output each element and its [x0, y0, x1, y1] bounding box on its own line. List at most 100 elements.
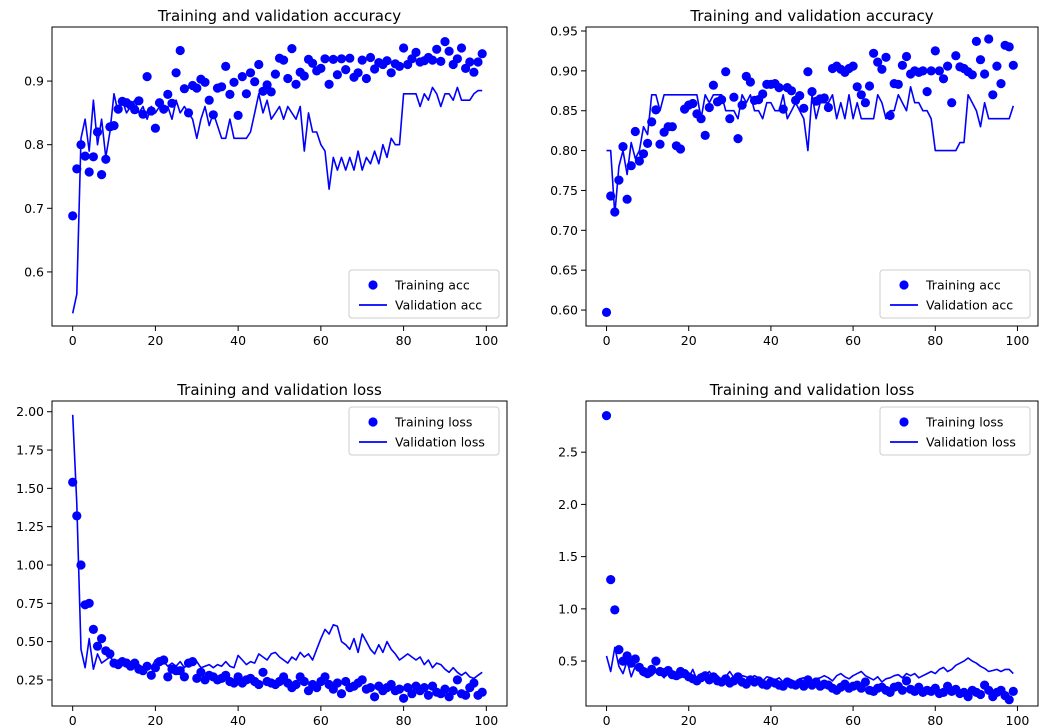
data-point [365, 52, 376, 63]
series-line-validation [606, 86, 1015, 216]
data-point [399, 693, 409, 703]
data-point [386, 68, 396, 78]
data-point [394, 684, 405, 694]
data-point [852, 82, 862, 92]
y-tick-label: 2.5 [558, 445, 578, 460]
data-point [399, 43, 409, 53]
data-point [411, 47, 421, 58]
data-point [938, 74, 949, 84]
data-point [700, 130, 710, 140]
data-point [204, 95, 214, 105]
series-line-validation [71, 86, 483, 314]
y-tick-label: 0.95 [550, 23, 578, 38]
data-point [774, 83, 784, 93]
chart-loss-right: Training and validation loss 0 20 40 60 80 10… [558, 381, 1039, 726]
data-point [614, 645, 624, 655]
data-point [688, 98, 698, 109]
data-point [150, 123, 160, 133]
data-point [745, 77, 756, 87]
legend-label: Validation acc [926, 298, 1013, 313]
data-point [287, 44, 297, 54]
y-tick-label: 0.85 [550, 103, 578, 118]
chart-accuracy-left: Training and validation accuracy 0 20 40 60… [24, 7, 508, 348]
data-point [159, 104, 169, 114]
data-point [432, 44, 442, 54]
data-point [477, 687, 487, 697]
data-point [473, 57, 483, 67]
y-tick-label: 0.25 [16, 672, 44, 687]
x-tick-label: 20 [681, 333, 697, 348]
data-point [291, 679, 301, 690]
plot-frame [585, 26, 1039, 327]
y-tick-label: 1.5 [558, 549, 578, 564]
y-tick-label: 0.65 [550, 263, 578, 278]
data-point [444, 46, 454, 56]
data-point [1008, 686, 1018, 697]
data-point [918, 66, 928, 76]
x-tick-label: 100 [1006, 333, 1030, 348]
data-point [758, 89, 768, 99]
legend-label: Validation loss [926, 435, 1016, 450]
y-tick-label: 1.00 [16, 557, 44, 572]
data-point [270, 69, 280, 79]
x-tick-label: 80 [396, 333, 412, 348]
data-point [175, 45, 185, 56]
data-point [365, 683, 376, 693]
data-point [266, 87, 276, 97]
data-point [469, 67, 479, 77]
chart-loss-left: Training and validation loss 0 20 40 60 80 10… [16, 381, 508, 726]
plot-frame [51, 26, 508, 327]
data-point [92, 641, 103, 651]
x-tick-label: 60 [313, 333, 329, 348]
data-point [142, 72, 152, 82]
x-tick-label: 60 [845, 333, 861, 348]
data-point [200, 77, 210, 87]
data-point [101, 154, 111, 164]
data-point [88, 152, 98, 162]
data-point [869, 48, 879, 58]
y-tick-label: 0.90 [550, 63, 578, 78]
data-point [423, 690, 433, 700]
data-point [477, 49, 487, 59]
data-point [675, 144, 686, 154]
data-point [897, 685, 908, 695]
data-point [630, 126, 640, 137]
chart-title: Training and validation accuracy [689, 7, 933, 25]
data-point [84, 167, 94, 177]
data-point [864, 81, 875, 91]
y-tick-label: 0.7 [24, 201, 44, 216]
data-point [68, 211, 78, 221]
data-point [930, 46, 940, 56]
data-point [345, 53, 355, 63]
x-tick-label: 20 [147, 713, 163, 726]
data-point [634, 156, 645, 166]
data-point [630, 654, 640, 664]
data-point [655, 139, 665, 149]
y-tick-label: 0.6 [24, 264, 44, 279]
data-point [237, 72, 247, 82]
data-point [357, 55, 367, 65]
data-point [299, 676, 309, 687]
data-point [1004, 42, 1014, 52]
legend-label: Training loss [925, 415, 1003, 430]
data-point [320, 54, 330, 64]
data-point [336, 689, 347, 699]
y-tick-label: 1.0 [558, 601, 578, 616]
series-points-training [68, 37, 487, 221]
data-point [725, 114, 735, 124]
x-tick-label: 0 [603, 713, 611, 726]
data-point [643, 138, 653, 148]
data-point [336, 54, 347, 64]
data-point [84, 598, 94, 608]
data-point [947, 98, 957, 108]
plot-frame [51, 400, 508, 707]
data-point [786, 86, 797, 96]
data-point [667, 122, 677, 132]
data-point [856, 90, 866, 100]
y-tick-label: 0.60 [550, 303, 578, 318]
data-point [353, 68, 363, 78]
chart-accuracy-right: Training and validation accuracy 0 20 40 60… [550, 7, 1039, 348]
data-point [934, 66, 945, 76]
legend: Training loss Validation loss [348, 406, 500, 456]
